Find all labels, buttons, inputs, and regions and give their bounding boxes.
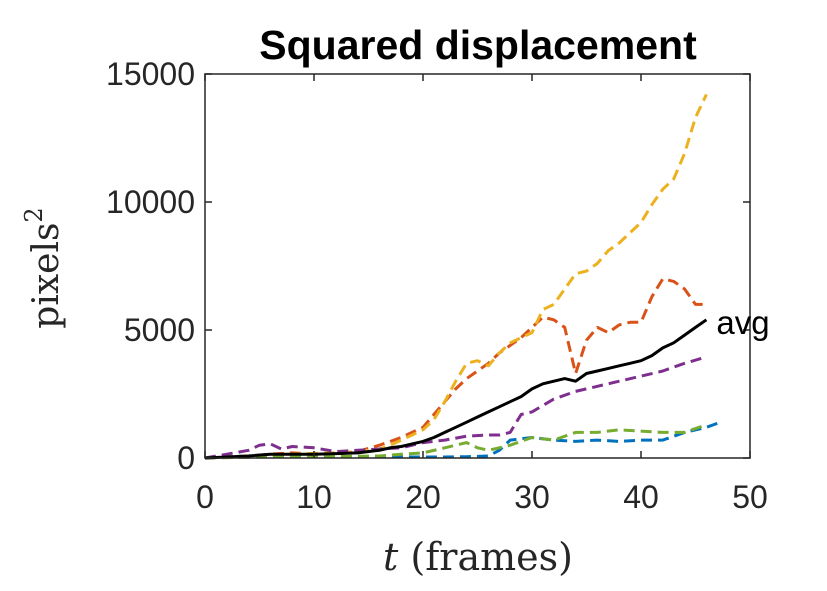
y-axis-label: pixels2 [20, 207, 67, 328]
y-tick-label: 0 [177, 440, 195, 476]
series-label-5: avg [716, 304, 769, 341]
series-line-5 [204, 318, 708, 460]
x-tick-label: 30 [514, 479, 550, 515]
x-axis-label: t (frames) [383, 535, 573, 579]
y-axis-label-base: pixels [26, 223, 67, 329]
series-line-4 [204, 423, 707, 460]
x-tick-label: 40 [623, 479, 659, 515]
series-lines [204, 93, 718, 460]
y-axis-label-superscript: 2 [20, 207, 48, 222]
x-tick-label: 0 [196, 479, 214, 515]
series-labels: avg [716, 304, 769, 341]
x-axis-label-text: (frames) [398, 535, 573, 579]
ticks: 0 10 20 30 40 50 0 5000 10000 15000 [106, 56, 768, 515]
chart-title: Squared displacement [259, 22, 697, 68]
x-tick-label: 10 [296, 479, 332, 515]
series-line-3 [204, 355, 707, 460]
series-line-2 [204, 93, 708, 460]
plot-frame [204, 73, 751, 459]
y-tick-label: 10000 [106, 184, 195, 220]
y-tick-label: 5000 [124, 312, 195, 348]
axes [204, 73, 751, 459]
x-axis-label-variable: t [383, 535, 399, 579]
x-tick-label: 20 [405, 479, 441, 515]
x-tick-label: 50 [732, 479, 768, 515]
y-tick-label: 15000 [106, 56, 195, 92]
